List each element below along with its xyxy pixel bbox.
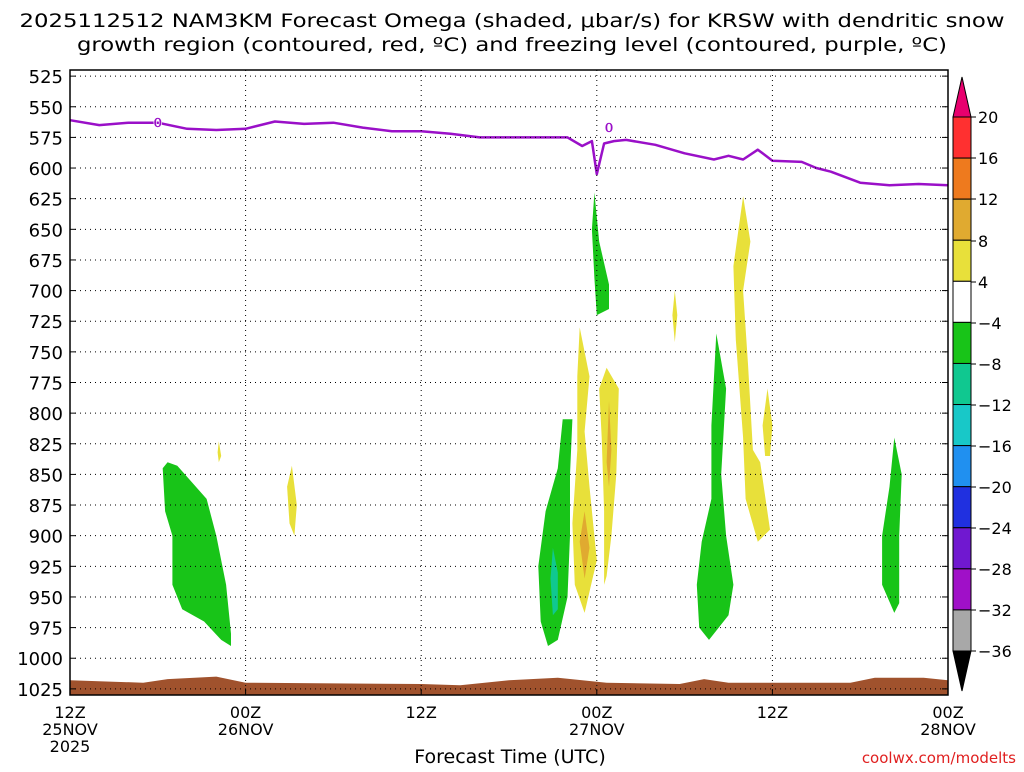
x-tick-label-time: 00Z xyxy=(932,703,963,722)
omega-region-14 xyxy=(762,388,773,456)
colorbar-segment xyxy=(952,609,972,652)
y-tick-label: 950 xyxy=(29,588,63,609)
colorbar-segment xyxy=(952,280,972,323)
colorbar-label: 12 xyxy=(978,190,998,209)
colorbar-segment xyxy=(952,321,972,364)
colorbar-segment xyxy=(952,116,972,159)
site-credit: coolwx.com/modelts xyxy=(862,749,1016,767)
y-tick-label: 1025 xyxy=(17,680,63,701)
omega-region-7 xyxy=(579,511,590,579)
colorbar-segment xyxy=(952,486,972,529)
colorbar-segment xyxy=(952,527,972,570)
colorbar-label: −32 xyxy=(978,601,1012,620)
y-tick-label: 600 xyxy=(29,159,63,180)
omega-region-2 xyxy=(217,441,222,463)
x-tick-label-time: 00Z xyxy=(230,703,261,722)
omega-region-1 xyxy=(162,462,231,646)
y-tick-label: 750 xyxy=(29,343,63,364)
colorbar-label: −36 xyxy=(978,642,1012,661)
omega-region-6 xyxy=(572,327,597,613)
y-tick-label: 850 xyxy=(29,465,63,486)
colorbar-label: 4 xyxy=(978,273,988,292)
omega-region-13 xyxy=(733,196,770,542)
y-tick-label: 575 xyxy=(29,128,63,149)
colorbar-top-triangle xyxy=(952,76,972,118)
y-tick-label: 975 xyxy=(29,619,63,640)
x-tick-label-time: 12Z xyxy=(54,703,85,722)
colorbar-segment xyxy=(952,568,972,611)
x-tick-label-date: 26NOV xyxy=(218,720,274,739)
x-tick-label-date: 25NOV xyxy=(42,720,98,739)
colorbar-label: 20 xyxy=(978,108,998,127)
colorbar-segment xyxy=(952,157,972,200)
y-tick-label: 875 xyxy=(29,496,63,517)
x-tick-label-year: 2025 xyxy=(50,737,91,756)
freezing-level-label: 0 xyxy=(604,122,613,137)
colorbar-label: −16 xyxy=(978,437,1012,456)
colorbar-bottom-triangle xyxy=(952,650,972,692)
chart-title-line1: 2025112512 NAM3KM Forecast Omega (shaded… xyxy=(20,10,1005,32)
y-tick-label: 625 xyxy=(29,190,63,211)
chart-title-line2: growth region (contoured, red, ºC) and f… xyxy=(77,34,947,56)
y-tick-label: 725 xyxy=(29,312,63,333)
freezing-level-contour xyxy=(69,118,949,187)
y-tick-label: 900 xyxy=(29,527,63,548)
y-tick-label: 925 xyxy=(29,557,63,578)
y-tick-label: 675 xyxy=(29,251,63,272)
omega-region-9 xyxy=(606,400,612,487)
y-tick-label: 1000 xyxy=(17,649,63,670)
colorbar-segment xyxy=(952,239,972,282)
plot-frame xyxy=(69,69,949,696)
axes: 525 550 575 600 625 650 675 700 725 750 775 800 825 8… xyxy=(17,67,976,756)
omega-region-12 xyxy=(696,333,734,640)
colorbar-label: −28 xyxy=(978,560,1012,579)
colorbar-segment xyxy=(952,198,972,241)
colorbar-segment xyxy=(952,445,972,488)
x-tick-label-date: 28NOV xyxy=(920,720,976,739)
omega-region-15 xyxy=(882,437,902,613)
y-tick-label: 700 xyxy=(29,282,63,303)
x-axis-label: Forecast Time (UTC) xyxy=(414,746,605,768)
y-tick-label: 775 xyxy=(29,374,63,395)
omega-region-10 xyxy=(591,192,609,316)
freezing-level-label: 0 xyxy=(153,117,162,132)
x-tick-label-time: 00Z xyxy=(581,703,612,722)
x-tick-label-date: 27NOV xyxy=(569,720,625,739)
colorbar-label: 8 xyxy=(978,232,988,251)
omega-region-3 xyxy=(287,465,297,536)
omega-region-4 xyxy=(538,419,573,646)
colorbar-label: −12 xyxy=(978,396,1012,415)
colorbar-label: −4 xyxy=(978,314,1002,333)
colorbar-label: −24 xyxy=(978,519,1012,538)
surface-terrain xyxy=(70,676,948,695)
y-tick-label: 525 xyxy=(29,67,63,88)
colorbar-segment xyxy=(952,404,972,447)
y-tick-label: 800 xyxy=(29,404,63,425)
y-tick-label: 550 xyxy=(29,98,63,119)
x-tick-label-time: 12Z xyxy=(757,703,788,722)
omega-region-5 xyxy=(550,547,558,616)
colorbar-segment xyxy=(952,362,972,406)
colorbar-label: −8 xyxy=(978,355,1002,374)
x-tick-label-time: 12Z xyxy=(406,703,437,722)
colorbar-label: −20 xyxy=(978,478,1012,497)
y-tick-label: 825 xyxy=(29,435,63,456)
colorbar-label: 16 xyxy=(978,149,998,168)
y-tick-label: 650 xyxy=(29,220,63,241)
omega-region-11 xyxy=(672,290,678,343)
omega-colorbar: 20 16 12 8 4 −4 −8 −12 −16 −20 −24 −28 −32 −36 xyxy=(952,76,1012,692)
